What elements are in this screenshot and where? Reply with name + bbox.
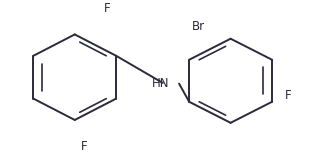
Text: Br: Br [192,20,205,33]
Text: F: F [81,140,87,153]
Text: HN: HN [152,77,170,90]
Text: F: F [104,2,110,15]
Text: F: F [285,89,291,102]
